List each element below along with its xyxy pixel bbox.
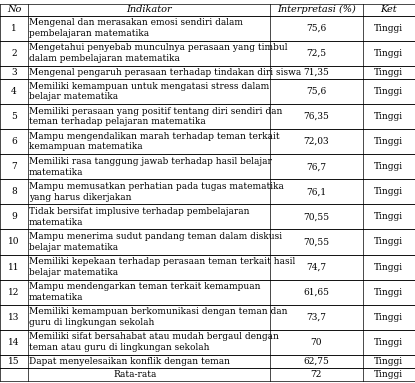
Text: Memiliki perasaan yang positif tentang diri sendiri dan
teman terhadap pelajaran: Memiliki perasaan yang positif tentang d… <box>29 106 282 126</box>
Text: Tinggi: Tinggi <box>374 237 403 247</box>
Text: 70: 70 <box>310 338 322 347</box>
Text: 73,7: 73,7 <box>306 313 326 322</box>
Text: Tinggi: Tinggi <box>374 213 403 221</box>
Text: 75,6: 75,6 <box>306 87 326 96</box>
Text: 74,7: 74,7 <box>306 263 326 272</box>
Text: Tinggi: Tinggi <box>374 49 403 58</box>
Text: Interpretasi (%): Interpretasi (%) <box>277 5 356 15</box>
Text: 72: 72 <box>310 370 322 379</box>
Text: 10: 10 <box>8 237 20 247</box>
Text: Indikator: Indikator <box>126 5 172 14</box>
Text: Tinggi: Tinggi <box>374 112 403 121</box>
Text: Tinggi: Tinggi <box>374 162 403 171</box>
Text: 62,75: 62,75 <box>303 357 329 366</box>
Text: 13: 13 <box>8 313 20 322</box>
Text: 14: 14 <box>8 338 20 347</box>
Text: Tinggi: Tinggi <box>374 370 403 379</box>
Text: Memiliki kemampuan berkomunikasi dengan teman dan
guru di lingkungan sekolah: Memiliki kemampuan berkomunikasi dengan … <box>29 307 287 327</box>
Text: 4: 4 <box>11 87 17 96</box>
Text: 72,03: 72,03 <box>303 137 329 146</box>
Text: 61,65: 61,65 <box>303 288 329 297</box>
Text: 8: 8 <box>11 187 17 196</box>
Text: Mengenal pengaruh perasaan terhadap tindakan diri siswa: Mengenal pengaruh perasaan terhadap tind… <box>29 68 301 77</box>
Text: 76,35: 76,35 <box>303 112 329 121</box>
Text: 76,1: 76,1 <box>306 187 326 196</box>
Text: 70,55: 70,55 <box>303 237 329 247</box>
Text: No: No <box>7 5 21 14</box>
Text: Tinggi: Tinggi <box>374 68 403 77</box>
Text: Mampu menerima sudut pandang teman dalam diskusi
belajar matematika: Mampu menerima sudut pandang teman dalam… <box>29 232 282 252</box>
Text: 2: 2 <box>11 49 17 58</box>
Text: Memiliki kemampuan untuk mengatasi stress dalam
belajar matematika: Memiliki kemampuan untuk mengatasi stres… <box>29 82 269 101</box>
Text: Tinggi: Tinggi <box>374 313 403 322</box>
Text: Tinggi: Tinggi <box>374 187 403 196</box>
Text: Memiliki rasa tanggung jawab terhadap hasil belajar
matematika: Memiliki rasa tanggung jawab terhadap ha… <box>29 157 272 177</box>
Text: 3: 3 <box>11 68 17 77</box>
Text: 72,5: 72,5 <box>306 49 326 58</box>
Text: 9: 9 <box>11 213 17 221</box>
Text: Tinggi: Tinggi <box>374 137 403 146</box>
Text: 1: 1 <box>11 24 17 33</box>
Text: Mengetahui penyebab munculnya perasaan yang timbul
dalam pembelajaran matematika: Mengetahui penyebab munculnya perasaan y… <box>29 43 287 63</box>
Text: 12: 12 <box>8 288 20 297</box>
Text: Tinggi: Tinggi <box>374 288 403 297</box>
Text: Mampu mengendalikan marah terhadap teman terkait
kemampuan matematika: Mampu mengendalikan marah terhadap teman… <box>29 132 279 152</box>
Text: 76,7: 76,7 <box>306 162 326 171</box>
Text: Rata-rata: Rata-rata <box>113 370 156 379</box>
Text: Tidak bersifat implusive terhadap pembelajaran
matematika: Tidak bersifat implusive terhadap pembel… <box>29 207 249 227</box>
Text: 71,35: 71,35 <box>303 68 329 77</box>
Text: 11: 11 <box>8 263 20 272</box>
Text: Tinggi: Tinggi <box>374 338 403 347</box>
Text: Tinggi: Tinggi <box>374 263 403 272</box>
Text: 6: 6 <box>11 137 17 146</box>
Text: 7: 7 <box>11 162 17 171</box>
Text: Dapat menyelesaikan konflik dengan teman: Dapat menyelesaikan konflik dengan teman <box>29 357 230 366</box>
Text: Mengenal dan merasakan emosi sendiri dalam
pembelajaran matematika: Mengenal dan merasakan emosi sendiri dal… <box>29 18 243 38</box>
Text: Ket: Ket <box>381 5 397 14</box>
Text: Tinggi: Tinggi <box>374 357 403 366</box>
Text: 15: 15 <box>8 357 20 366</box>
Text: Mampu memusatkan perhatian pada tugas matematika
yang harus dikerjakan: Mampu memusatkan perhatian pada tugas ma… <box>29 182 284 202</box>
Text: Tinggi: Tinggi <box>374 24 403 33</box>
Text: Memiliki kepekaan terhadap perasaan teman terkait hasil
belajar matematika: Memiliki kepekaan terhadap perasaan tema… <box>29 257 295 277</box>
Text: Memiliki sifat bersahabat atau mudah bergaul dengan
teman atau guru di lingkunga: Memiliki sifat bersahabat atau mudah ber… <box>29 332 279 352</box>
Text: Tinggi: Tinggi <box>374 87 403 96</box>
Text: 75,6: 75,6 <box>306 24 326 33</box>
Text: Mampu mendengarkan teman terkait kemampuan
matematika: Mampu mendengarkan teman terkait kemampu… <box>29 282 260 302</box>
Text: 5: 5 <box>11 112 17 121</box>
Text: 70,55: 70,55 <box>303 213 329 221</box>
